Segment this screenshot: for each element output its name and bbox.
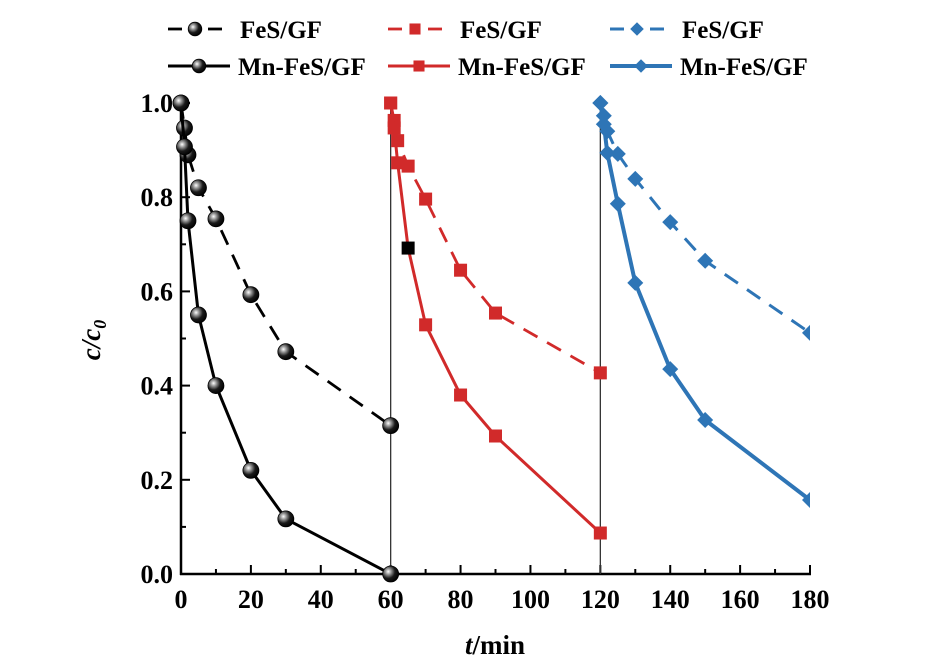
x-tick-label: 20 [238, 585, 264, 614]
sphere-marker [187, 21, 203, 37]
series-mn-fes-gf-5 [592, 95, 810, 509]
sphere-marker [179, 212, 197, 230]
x-tick-label: 140 [651, 585, 690, 614]
x-tick-label: 40 [308, 585, 334, 614]
legend-label: Mn-FeS/GF [458, 54, 586, 81]
sphere-marker [242, 286, 260, 304]
diamond-marker [662, 214, 679, 231]
square-marker [489, 429, 502, 443]
y-tick-label: 0.8 [141, 183, 174, 212]
diamond-marker [609, 145, 626, 162]
square-marker [401, 159, 415, 173]
series-line [598, 102, 810, 502]
y-axis-title-main: c/c [76, 329, 106, 360]
sphere-marker [191, 58, 207, 74]
sphere-marker [190, 306, 207, 324]
x-tick-label: 100 [511, 585, 550, 614]
square-marker [401, 241, 415, 255]
sphere-marker [242, 461, 260, 479]
diamond-marker [697, 252, 714, 269]
legend-item: FeS/GF [610, 17, 764, 44]
series-fes-gf-4 [592, 95, 810, 341]
sphere-marker [207, 210, 225, 228]
x-tick-label: 180 [791, 585, 830, 614]
series-fes-gf-0 [172, 94, 400, 435]
diamond-marker [595, 116, 612, 133]
legend-item: FeS/GF [388, 17, 542, 44]
legend-item: FeS/GF [168, 17, 322, 44]
square-marker [409, 23, 421, 35]
square-marker [384, 96, 398, 110]
diamond-marker [697, 411, 714, 428]
sphere-marker [277, 343, 295, 361]
sphere-marker [190, 179, 207, 197]
y-axis-title: c/c0 [76, 320, 110, 360]
diamond-marker [609, 195, 626, 212]
legend-label: FeS/GF [460, 17, 542, 44]
diamond-marker [802, 324, 810, 341]
diamond-marker [634, 59, 648, 73]
square-marker [593, 366, 607, 380]
square-marker [489, 306, 502, 320]
axes: 0 20 40 60 80 100 120 140 160 180 0.0 0.2 0.4 0.6 0.8 1… [141, 89, 830, 614]
x-tick-label: 120 [581, 585, 620, 614]
square-marker [454, 388, 468, 402]
x-tick-label: 60 [378, 585, 404, 614]
cycle-dividers [390, 103, 601, 574]
x-tick-label: 0 [175, 585, 188, 614]
legend-label: FeS/GF [682, 17, 764, 44]
square-marker [593, 526, 607, 540]
series-mn-fes-gf-3 [384, 96, 607, 540]
y-tick-label: 0.0 [141, 560, 174, 589]
y-tick-label: 0.4 [141, 372, 174, 401]
diamond-marker [630, 22, 644, 36]
legend-label: Mn-FeS/GF [680, 54, 808, 81]
diamond-marker [592, 95, 609, 111]
x-axis-title-main: t [465, 630, 474, 660]
square-marker [387, 121, 401, 135]
x-tick-label: 160 [721, 585, 760, 614]
legend-item: Mn-FeS/GF [168, 54, 366, 81]
series-line [389, 102, 602, 375]
series-line [179, 102, 392, 576]
legend-label: Mn-FeS/GF [238, 54, 366, 81]
y-tick-label: 0.2 [141, 466, 174, 495]
y-tick-label: 1.0 [141, 89, 174, 118]
series-line [598, 102, 810, 335]
square-marker [391, 156, 405, 170]
y-tick-label: 0.6 [141, 277, 174, 306]
sphere-marker [382, 417, 400, 435]
diamond-marker [662, 361, 679, 378]
square-marker [391, 134, 405, 148]
series-mn-fes-gf-1 [172, 94, 400, 583]
y-axis-title-sub: 0 [90, 320, 110, 329]
legend-item: Mn-FeS/GF [388, 54, 586, 81]
diamond-marker [599, 144, 616, 161]
diamond-marker [627, 274, 644, 291]
square-marker [419, 318, 433, 332]
square-marker [419, 192, 433, 206]
square-marker [413, 60, 425, 72]
sphere-marker [277, 510, 295, 528]
x-tick-label: 80 [448, 585, 474, 614]
diamond-marker [802, 492, 810, 509]
sphere-marker [382, 565, 400, 583]
x-axis-title: t/min [465, 630, 525, 660]
legend-label: FeS/GF [240, 17, 322, 44]
diamond-marker [627, 170, 644, 187]
legend-item: Mn-FeS/GF [610, 54, 808, 81]
series-layer [172, 94, 810, 583]
square-marker [454, 263, 468, 277]
sphere-marker [176, 138, 193, 156]
series-fes-gf-2 [384, 96, 607, 380]
legend: FeS/GF FeS/GF FeS/GF Mn-FeS/GF Mn-FeS/GF Mn-F… [168, 17, 808, 81]
sphere-marker [207, 377, 225, 395]
x-axis-title-unit: /min [472, 630, 526, 660]
sphere-marker [172, 94, 190, 112]
